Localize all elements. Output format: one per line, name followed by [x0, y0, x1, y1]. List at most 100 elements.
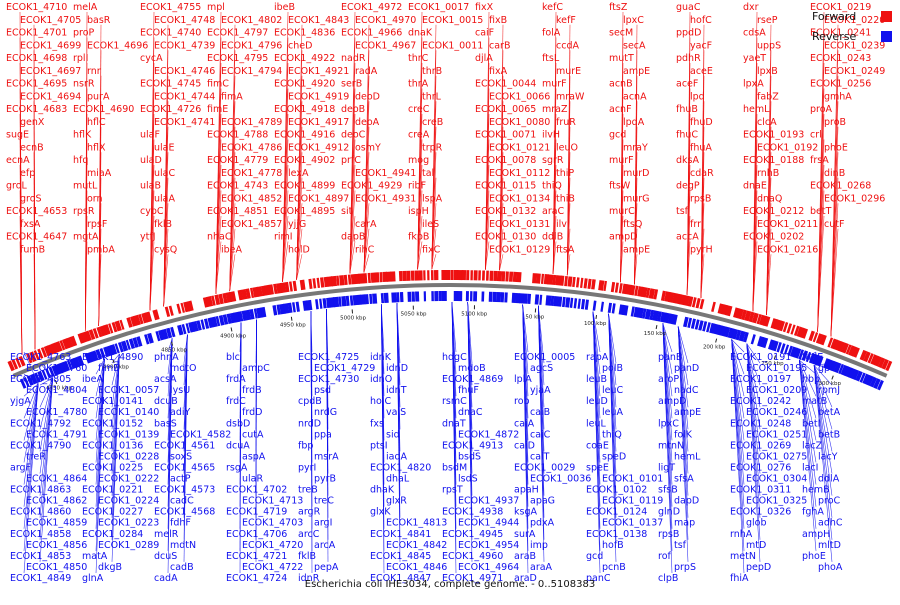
reverse-gene-label: ECOK1_0289: [98, 540, 159, 551]
forward-gene-block: [478, 270, 481, 280]
ruler-tick-label: 4950 kbp: [280, 323, 306, 329]
reverse-gene-label: ECOK1_4730: [298, 374, 359, 385]
forward-gene-label: prfC: [341, 155, 361, 166]
forward-gene-label: ECOK1_4710: [6, 2, 67, 13]
reverse-gene-label: ECOK1_0227: [82, 507, 143, 518]
reverse-gene-label: dcuA: [226, 440, 250, 451]
reverse-gene-block: [439, 291, 442, 301]
reverse-gene-label: hdgC: [442, 352, 467, 363]
forward-gene-label: hfq: [73, 155, 88, 166]
reverse-gene-label: hbp: [802, 374, 820, 385]
reverse-gene-label: metN: [730, 551, 756, 562]
reverse-gene-label: ECOK1_4872: [458, 429, 519, 440]
reverse-gene-label: imp: [530, 540, 548, 551]
reverse-gene-block: [585, 300, 589, 310]
reverse-gene-label: ECOK1_0057: [98, 385, 159, 396]
forward-gene-label: rseP: [757, 15, 778, 26]
forward-gene-label: lpdA: [623, 117, 645, 128]
legend-reverse-label: Reverse: [812, 30, 856, 43]
forward-gene-label: ftsZ: [609, 2, 628, 13]
forward-gene-label: thrB: [422, 66, 442, 77]
forward-gene-label: ECOK1_4931: [355, 193, 416, 204]
reverse-gene-label: pepD: [746, 562, 771, 573]
reverse-gene-label: ibeA: [82, 374, 104, 385]
reverse-gene-label: frdB: [242, 385, 262, 396]
ruler-tick-label: 150 kbp: [644, 331, 667, 337]
reverse-gene-label: ECOK1_4864: [26, 474, 87, 485]
reverse-gene-label: ECOK1_0228: [98, 451, 159, 462]
forward-gene-label: ecnB: [20, 142, 44, 153]
ruler-tick-label: 100 kbp: [584, 321, 607, 327]
forward-gene-label: gmhA: [824, 91, 852, 102]
forward-gene-block: [418, 270, 423, 280]
forward-gene-label: clcA: [757, 117, 777, 128]
forward-gene-block: [331, 276, 337, 286]
reverse-gene-label: hofB: [602, 540, 624, 551]
reverse-gene-block: [527, 294, 531, 304]
reverse-gene-label: gpt: [818, 363, 834, 374]
forward-gene-label: ampE: [623, 66, 650, 77]
forward-gene-label: purA: [87, 91, 110, 102]
forward-gene-label: ECOK1_4918: [274, 104, 335, 115]
forward-gene-label: ECOK1_0188: [743, 155, 804, 166]
reverse-gene-label: ECOK1_0124: [586, 507, 647, 518]
forward-gene-label: ECOK1_0211: [757, 219, 818, 230]
reverse-gene-label: ECOK1_0029: [514, 462, 575, 473]
forward-gene-label: fixB: [489, 15, 507, 26]
reverse-gene-label: arcA: [314, 540, 336, 551]
forward-gene-label: ECOK1_4921: [288, 66, 349, 77]
reverse-gene-label: frdC: [226, 396, 246, 407]
forward-gene-label: miaA: [87, 168, 112, 179]
reverse-gene-block: [412, 292, 415, 302]
reverse-gene-label: speD: [602, 451, 626, 462]
reverse-gene-label: ECOK1_0251: [746, 429, 807, 440]
forward-gene-label: ecnA: [6, 155, 30, 166]
reverse-gene-label: fklB: [298, 551, 316, 562]
forward-gene-label: rimI: [274, 232, 293, 243]
ruler-tick-label: 4900 kbp: [220, 333, 246, 339]
forward-gene-label: groL: [6, 181, 28, 192]
forward-gene-label: fhuB: [676, 104, 698, 115]
reverse-gene-label: ECOK1_4561: [154, 440, 215, 451]
reverse-gene-label: ECOK1_4944: [458, 518, 519, 529]
reverse-gene-label: ampE: [674, 407, 701, 418]
forward-gene-label: ECOK1_4919: [288, 91, 349, 102]
reverse-gene-label: ECOK1_0276: [730, 462, 791, 473]
forward-gene-label: aceE: [690, 66, 713, 77]
forward-gene-block: [431, 270, 434, 280]
reverse-gene-label: blc: [226, 352, 240, 363]
forward-gene-block: [434, 270, 438, 280]
forward-gene-label: ECOK1_4895: [274, 206, 335, 217]
forward-gene-label: ulaE: [154, 142, 174, 153]
forward-gene-label: uppS: [757, 40, 781, 51]
forward-gene-label: ECOK1_0011: [422, 40, 483, 51]
forward-gene-label: fixA: [489, 66, 508, 77]
forward-gene-label: ilvH: [542, 130, 560, 141]
reverse-gene-label: mdtN: [170, 540, 196, 551]
forward-gene-label: ECOK1_4746: [154, 66, 215, 77]
reverse-gene-block: [500, 292, 504, 302]
reverse-gene-label: betA: [818, 407, 841, 418]
forward-gene-label: murD: [623, 168, 650, 179]
legend-reverse-swatch: [881, 31, 892, 42]
forward-gene-label: radA: [355, 66, 378, 77]
reverse-gene-label: ECOK1_4721: [226, 551, 287, 562]
reverse-gene-label: folK: [674, 429, 693, 440]
forward-gene-label: ECOK1_4779: [207, 155, 268, 166]
reverse-gene-label: thiQ: [602, 429, 622, 440]
reverse-gene-label: actP: [170, 474, 191, 485]
forward-gene-label: hemL: [743, 104, 770, 115]
forward-gene-label: deoB: [341, 104, 365, 115]
reverse-gene-label: ECOK1_4913: [442, 440, 503, 451]
forward-gene-label: ECOK1_4697: [20, 66, 81, 77]
forward-gene-label: pyrH: [690, 244, 713, 255]
reverse-gene-label: ECOK1_4842: [386, 540, 447, 551]
ruler-tick-label: 5000 kbp: [340, 315, 366, 321]
forward-gene-label: frr: [690, 219, 701, 230]
reverse-gene-label: ECOK1_4853: [10, 551, 71, 562]
forward-gene-label: hofC: [690, 15, 712, 26]
forward-gene-label: basR: [87, 15, 111, 26]
reverse-gene-label: cadB: [170, 562, 194, 573]
reverse-gene-label: ECOK1_0304: [746, 474, 807, 485]
forward-gene-label: ECOK1_4694: [20, 91, 81, 102]
